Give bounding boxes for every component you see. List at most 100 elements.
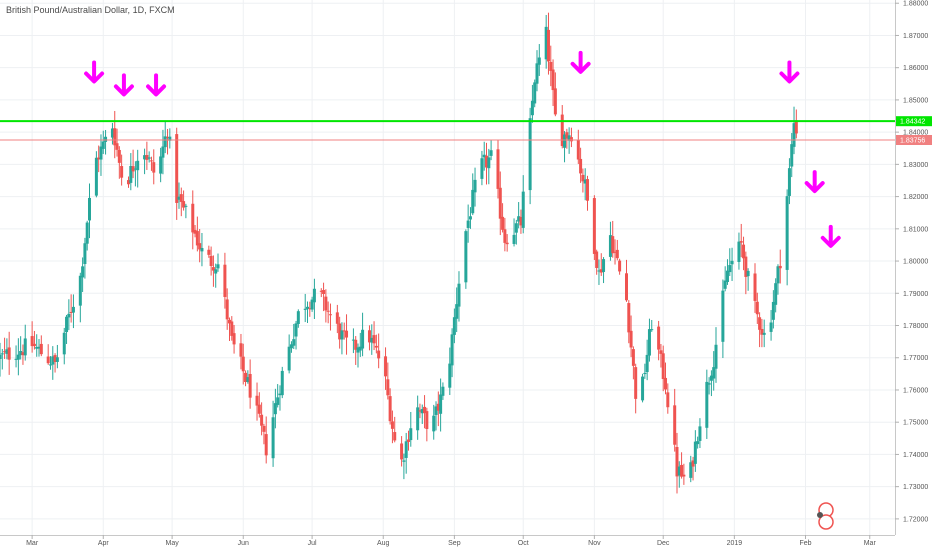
- candle: [792, 106, 796, 155]
- candle: [342, 322, 346, 340]
- candle-body: [19, 351, 23, 356]
- candle-body: [195, 231, 199, 246]
- candle: [46, 344, 50, 365]
- candle-body: [322, 289, 326, 295]
- candle: [147, 151, 151, 163]
- candle: [115, 128, 119, 157]
- y-tick-label: 1.86000: [903, 65, 928, 72]
- candle: [7, 331, 11, 375]
- candle-body: [175, 134, 179, 203]
- candle-body: [32, 343, 36, 347]
- candle: [390, 410, 394, 444]
- candle-body: [216, 264, 220, 269]
- time-axis[interactable]: Mar Apr May Jun Jul Aug Sep Oct Nov Dec 2019 Feb Mar: [0, 535, 895, 547]
- candle: [592, 195, 596, 261]
- candle: [680, 452, 684, 479]
- candle: [113, 110, 117, 159]
- candle: [163, 120, 167, 154]
- candle: [264, 416, 268, 464]
- candle-body: [294, 323, 298, 337]
- candle-body: [179, 194, 183, 202]
- candle-body: [384, 356, 388, 377]
- candle-body: [693, 441, 697, 464]
- x-tick-label: Dec: [657, 540, 670, 547]
- candle: [533, 79, 537, 108]
- candle: [306, 301, 310, 323]
- candle: [294, 320, 298, 350]
- candle: [737, 232, 741, 270]
- candle: [501, 203, 505, 233]
- candle: [175, 127, 179, 220]
- candle-body: [625, 273, 628, 301]
- events-badge[interactable]: [817, 502, 834, 530]
- candle-body: [37, 346, 41, 349]
- candle: [32, 330, 36, 350]
- candle: [319, 288, 323, 298]
- candle: [55, 344, 59, 369]
- candle: [340, 322, 344, 355]
- candle: [576, 129, 580, 164]
- candle: [581, 168, 585, 193]
- candle: [19, 336, 23, 360]
- candle: [289, 341, 293, 353]
- candle: [53, 353, 57, 373]
- candle-body: [35, 346, 39, 349]
- candle-body: [425, 411, 429, 429]
- candle-body: [608, 235, 612, 257]
- candle-body: [618, 260, 622, 272]
- candle-body: [241, 356, 245, 372]
- candle: [211, 255, 215, 287]
- candle: [195, 216, 199, 252]
- candle-body: [744, 256, 748, 277]
- y-tick-label: 1.81000: [903, 226, 928, 233]
- x-tick-label: Aug: [377, 540, 390, 547]
- candle-body: [576, 140, 580, 160]
- candle: [645, 339, 649, 381]
- candle: [528, 107, 532, 205]
- candle: [762, 319, 766, 348]
- arrow-down-icon: [113, 73, 134, 97]
- candle-body: [432, 415, 436, 432]
- candle: [434, 401, 438, 431]
- candle: [485, 142, 489, 185]
- candle-body: [255, 395, 259, 406]
- candle-body: [452, 317, 456, 335]
- candle: [143, 148, 147, 175]
- candle-body: [560, 114, 564, 147]
- candle-body: [193, 229, 197, 234]
- candle: [149, 156, 153, 171]
- candle-body: [712, 367, 716, 379]
- candle-body: [78, 275, 82, 306]
- candle: [161, 129, 165, 175]
- y-tick-label: 1.88000: [903, 1, 928, 8]
- candle: [310, 296, 314, 312]
- candle: [287, 334, 291, 374]
- candle-body: [645, 354, 649, 373]
- candle: [742, 236, 746, 271]
- candle: [16, 338, 20, 376]
- price-axis[interactable]: 1.88000 1.87000 1.86000 1.85000 1.84000 1.830…: [895, 0, 928, 535]
- candle: [223, 252, 227, 309]
- x-tick-label: Sep: [448, 540, 461, 547]
- candle: [631, 346, 635, 380]
- candle-body: [661, 353, 665, 379]
- candle-body: [615, 249, 619, 259]
- candle-body: [166, 136, 170, 138]
- candle: [358, 332, 362, 357]
- candle-body: [482, 154, 486, 158]
- candle-body: [629, 330, 633, 348]
- candle-body: [81, 266, 85, 278]
- candle: [698, 418, 702, 449]
- candle: [182, 190, 186, 211]
- candle: [664, 362, 668, 395]
- candle: [778, 249, 782, 284]
- candle-body: [39, 343, 43, 355]
- candle: [466, 204, 470, 243]
- candle: [81, 257, 85, 292]
- candle: [746, 268, 750, 291]
- candle: [97, 145, 101, 173]
- candle-body: [739, 241, 743, 243]
- candle: [356, 343, 360, 368]
- candle-body: [466, 220, 470, 228]
